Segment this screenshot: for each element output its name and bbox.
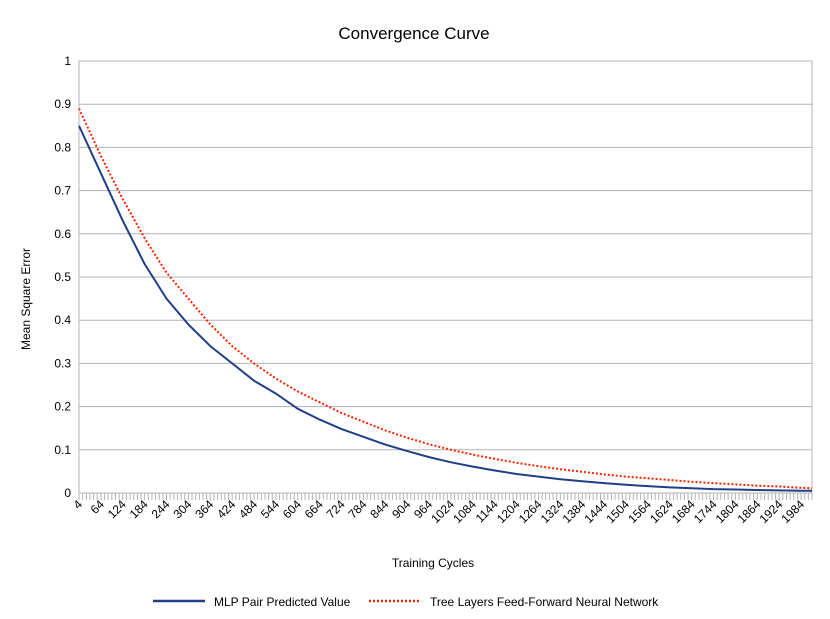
y-tick-label: 0.2: [54, 400, 71, 414]
x-tick-label: 1324: [538, 497, 567, 526]
x-tick-label: 124: [105, 497, 129, 521]
x-tick-label: 1684: [669, 497, 698, 526]
x-tick-label: 1924: [757, 497, 786, 526]
x-tick-label: 364: [192, 497, 216, 521]
series-line-tree-layers: [78, 108, 813, 490]
legend-item-mlp: MLP Pair Predicted Value: [153, 595, 351, 609]
legend-label-mlp: MLP Pair Predicted Value: [214, 595, 351, 609]
series-line-mlp: [78, 125, 812, 492]
x-tick-label: 664: [302, 497, 326, 521]
legend-label-tree-layers: Tree Layers Feed-Forward Neural Network: [430, 595, 659, 609]
x-tick-label: 184: [127, 497, 151, 521]
y-tick-label: 0.4: [54, 313, 71, 327]
x-tick-label: 724: [324, 497, 348, 521]
gridlines: [78, 60, 813, 494]
y-tick-label: 0.8: [54, 140, 71, 154]
y-tick-label: 0.9: [54, 97, 71, 111]
y-axis-ticks: 0 0.1 0.2 0.3 0.4 0.5 0.6 0.7 0.8 0.9 1: [54, 54, 71, 500]
x-tick-label: 1744: [691, 497, 720, 526]
x-tick-label: 1504: [603, 497, 632, 526]
y-tick-label: 0.5: [54, 270, 71, 284]
y-tick-label: 0.1: [54, 443, 71, 457]
chart-title: Convergence Curve: [338, 24, 489, 43]
x-tick-label: 1804: [713, 497, 742, 526]
y-tick-label: 0.3: [54, 356, 71, 370]
x-tick-label: 844: [367, 497, 391, 521]
y-tick-label: 0.6: [54, 227, 71, 241]
x-tick-label: 1144: [473, 497, 501, 525]
x-tick-label: 1444: [581, 497, 610, 526]
x-tick-label: 1204: [494, 497, 523, 526]
y-tick-label: 0.7: [54, 184, 71, 198]
x-tick-label: 484: [236, 497, 260, 521]
x-tick-label: 1084: [450, 497, 479, 526]
x-tick-label: 1624: [647, 497, 676, 526]
x-tick-label: 1384: [560, 497, 589, 526]
series-lines: [78, 108, 813, 492]
x-tick-label: 1564: [625, 497, 654, 526]
y-axis-title: Mean Square Error: [19, 248, 33, 350]
y-tick-label: 0: [64, 486, 71, 500]
x-tick-label: 1024: [428, 497, 457, 526]
x-axis-title: Training Cycles: [392, 556, 474, 570]
x-tick-label: 544: [258, 497, 282, 521]
legend-item-tree-layers: Tree Layers Feed-Forward Neural Network: [369, 595, 659, 609]
x-tick-label: 604: [280, 497, 304, 521]
x-tick-label: 1864: [735, 497, 764, 526]
x-axis-ticks: 4 641241842443043644244845446046647247848…: [70, 493, 813, 526]
legend: MLP Pair Predicted Value Tree Layers Fee…: [153, 595, 659, 609]
x-tick-label: 784: [346, 497, 370, 521]
plot-area: 0 0.1 0.2 0.3 0.4 0.5 0.6 0.7 0.8 0.9 1 4 641241842…: [54, 54, 813, 526]
x-tick-label: 904: [389, 497, 413, 521]
x-tick-label: 1264: [516, 497, 545, 526]
x-tick-label: 304: [170, 497, 194, 521]
x-tick-label: 1984: [778, 497, 807, 526]
x-tick-label: 424: [214, 497, 238, 521]
x-tick-label: 244: [149, 497, 173, 521]
y-tick-label: 1: [64, 54, 71, 68]
